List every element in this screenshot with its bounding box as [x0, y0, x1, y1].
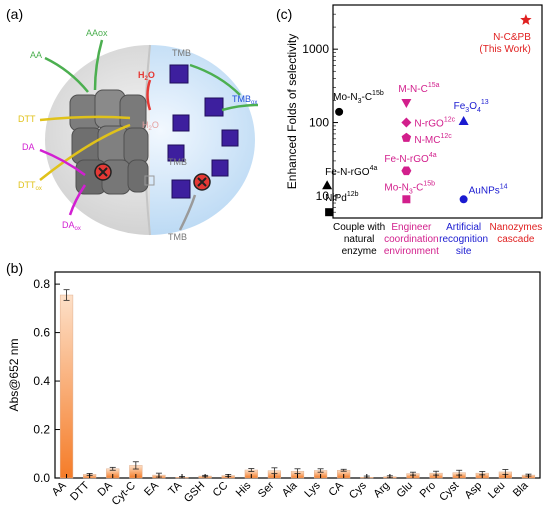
marker-star [520, 13, 532, 25]
x-tick-label: Leu [486, 480, 507, 501]
label-aaox: AAox [86, 28, 108, 38]
marker-hexagon [401, 166, 412, 176]
y-tick-label: 1000 [302, 42, 329, 56]
marker-circle [459, 195, 468, 204]
point-label: Mo-N3-C15b [384, 180, 435, 195]
arrow-dtt [39, 115, 131, 122]
y-axis-label: Abs@652 nm [7, 339, 21, 412]
x-tick-label: EA [142, 479, 161, 498]
arrow-dttox [39, 123, 131, 181]
x-tick-label: Glu [395, 480, 416, 501]
label-tmb-bottom: TMB [168, 232, 187, 242]
y-axis-label: Enhanced Folds of selectivity [285, 34, 299, 189]
x-tick-label: Pro [418, 480, 439, 501]
label-daox: DAox [62, 220, 81, 232]
x-tick-label: GSH [182, 480, 207, 505]
arrow-tmbox [221, 103, 259, 112]
x-tick-label: TA [166, 479, 184, 497]
bar-aa [59, 294, 74, 479]
marker-triangle-down [401, 98, 412, 108]
marker-pentagon [401, 132, 412, 142]
marker-triangle [458, 115, 469, 125]
panel-label-a: (a) [6, 6, 24, 22]
label-dttox: DTTox [18, 180, 42, 192]
x-category-label: Engineer coordination environment [384, 222, 439, 257]
marker-diamond [401, 117, 412, 128]
x-tick-label: CC [211, 480, 231, 500]
x-tick-label: Cyt-C [110, 480, 138, 508]
label-h2o-top: H2O [138, 70, 155, 82]
arrow-da [39, 148, 86, 177]
arrow-h2o [146, 79, 152, 111]
point-label: NiPd12b [325, 191, 358, 204]
x-tick-label: Arg [371, 480, 392, 501]
reaction-schematic: AAox AA H2O H2O TMB TMBox TMB TMB DTT DT… [18, 28, 259, 242]
label-tmbox: TMBox [232, 94, 257, 106]
marker-square [402, 195, 411, 204]
point-label-line2: (This Work) [479, 44, 530, 55]
site-box-icon [144, 175, 155, 186]
arrow-daox [68, 184, 87, 216]
panel-label-b: (b) [6, 260, 24, 276]
arrow-tmb-1 [189, 63, 241, 96]
point-label: N-MC12c [414, 133, 452, 146]
x-tick-label: Cys [347, 479, 369, 501]
point-label: N-rGO12c [414, 117, 455, 130]
x-category-label: Artificial recognition site [439, 222, 488, 257]
x-tick-label: Ala [280, 479, 300, 499]
point-label: Mo-N3-C15b [333, 90, 384, 105]
label-h2o-mid: H2O [142, 120, 159, 132]
y-tick-label: 0.8 [33, 277, 50, 291]
point-label: Fe-N-rGO4a [384, 152, 436, 165]
plot-frame [332, 4, 543, 219]
x-tick-label: Asp [462, 480, 484, 502]
point-label: Fe3O413 [454, 99, 489, 114]
point-label: AuNPs14 [469, 183, 508, 196]
point-label: N-C&PB [493, 32, 531, 43]
label-dtt: DTT [18, 114, 36, 124]
marker-circle [335, 107, 344, 116]
x-tick-label: Ser [256, 479, 277, 500]
x-tick-label: CA [327, 479, 347, 499]
arrow-aa [44, 56, 89, 93]
y-tick-label: 100 [309, 116, 329, 130]
arrow-tmb-3 [178, 194, 197, 231]
plot-frame [54, 271, 541, 479]
x-category-label: Nanozymes cascade [489, 222, 542, 245]
x-tick-label: Bla [511, 479, 531, 499]
label-aa: AA [30, 50, 42, 60]
point-label: Fe-N-rGO4a [325, 165, 377, 178]
label-da: DA [22, 142, 35, 152]
x-tick-label: DTT [68, 479, 92, 503]
marker-triangle [322, 180, 333, 190]
marker-square [325, 208, 334, 217]
y-tick-label: 10 [316, 189, 330, 203]
x-tick-label: AA [50, 479, 69, 498]
label-tmb-mid: TMB [168, 157, 187, 167]
point-label: M-N-C15a [398, 82, 439, 95]
y-tick-label: 0.6 [33, 326, 50, 340]
y-tick-label: 0.2 [33, 423, 50, 437]
panel-label-c: (c) [276, 6, 293, 22]
x-category-label: Couple with natural enzyme [333, 222, 385, 257]
y-tick-label: 0.0 [33, 471, 50, 485]
carbon-nanosheet-cluster [69, 89, 149, 195]
inhibition-icon [94, 163, 112, 181]
x-tick-label: Cyst [437, 480, 461, 504]
label-tmb-top: TMB [172, 48, 191, 58]
inhibition-icon-2 [193, 173, 211, 191]
x-tick-label: His [234, 479, 254, 499]
prussian-blue-cubes [167, 64, 239, 199]
arrow-aaox [93, 39, 104, 91]
y-tick-label: 0.4 [33, 374, 50, 388]
x-tick-label: Lys [302, 479, 323, 500]
